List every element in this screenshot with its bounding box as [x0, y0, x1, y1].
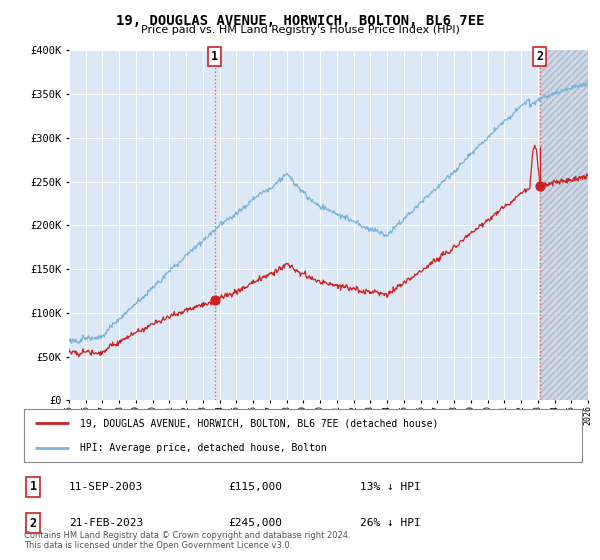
Text: 19, DOUGLAS AVENUE, HORWICH, BOLTON, BL6 7EE (detached house): 19, DOUGLAS AVENUE, HORWICH, BOLTON, BL6…	[80, 418, 438, 428]
Bar	[540, 50, 588, 400]
Text: £245,000: £245,000	[228, 518, 282, 528]
Text: 1: 1	[211, 50, 218, 63]
Text: HPI: Average price, detached house, Bolton: HPI: Average price, detached house, Bolt…	[80, 442, 326, 452]
Text: 2: 2	[29, 516, 37, 530]
Text: 19, DOUGLAS AVENUE, HORWICH, BOLTON, BL6 7EE: 19, DOUGLAS AVENUE, HORWICH, BOLTON, BL6…	[116, 14, 484, 28]
Text: Contains HM Land Registry data © Crown copyright and database right 2024.
This d: Contains HM Land Registry data © Crown c…	[24, 530, 350, 550]
Point	[210, 295, 220, 304]
Text: 13% ↓ HPI: 13% ↓ HPI	[360, 482, 421, 492]
Text: 1: 1	[29, 480, 37, 493]
Text: Price paid vs. HM Land Registry's House Price Index (HPI): Price paid vs. HM Land Registry's House …	[140, 25, 460, 35]
Text: 21-FEB-2023: 21-FEB-2023	[69, 518, 143, 528]
Text: £115,000: £115,000	[228, 482, 282, 492]
Point	[535, 181, 545, 190]
Text: 2: 2	[536, 50, 544, 63]
Text: 26% ↓ HPI: 26% ↓ HPI	[360, 518, 421, 528]
Text: 11-SEP-2003: 11-SEP-2003	[69, 482, 143, 492]
